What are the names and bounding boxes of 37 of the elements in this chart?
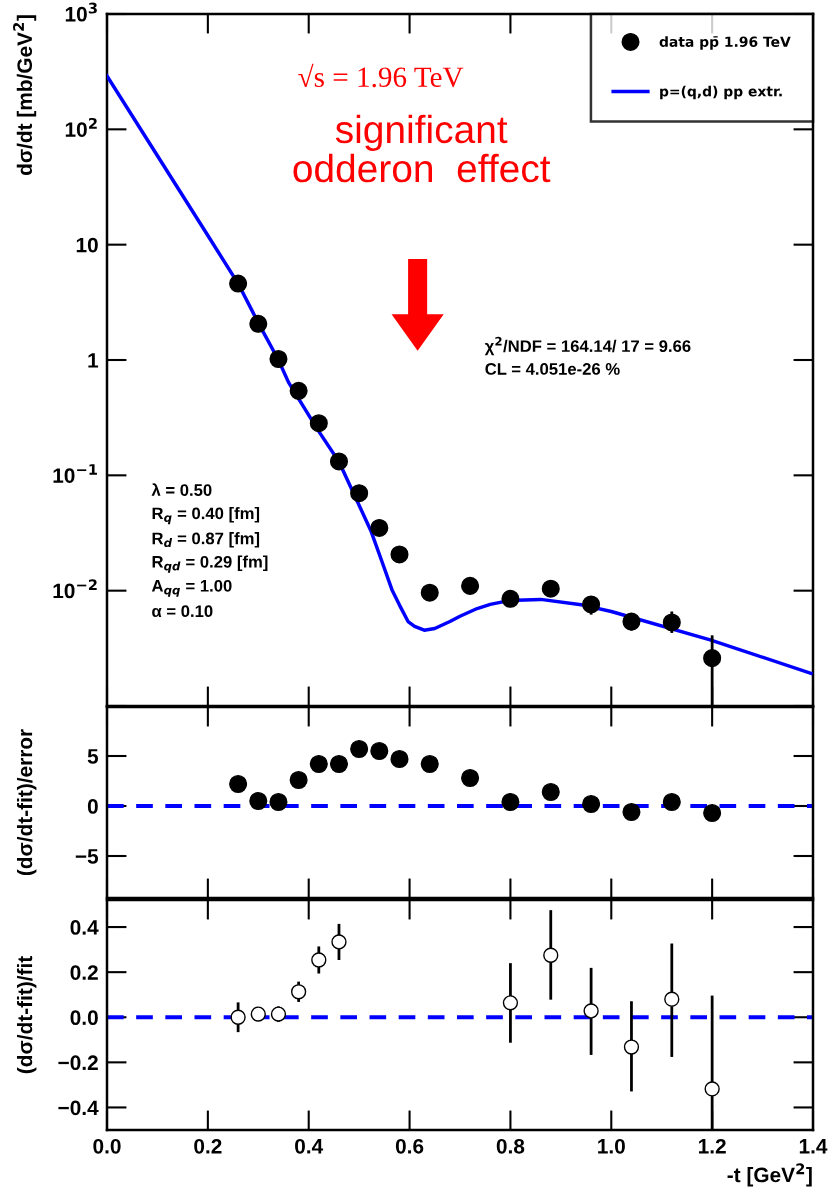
y-tick-label: −0.2 [58, 1055, 98, 1071]
annotation: α = 0.10 [152, 605, 213, 618]
annotation: χ$^{2}$/NDF = 164.14/ 17 = 9.66 [484, 336, 691, 356]
y-tick-label: 10$^{−1}$ [53, 464, 97, 483]
x-tick-label: 1.0 [598, 1138, 625, 1154]
y-tick-label: 1 [88, 353, 99, 368]
annotation: R$_{d}$ = 0.87 [fm] [152, 532, 260, 548]
y-axis-title: (dσ/dt-fit)/fit [16, 956, 37, 1074]
x-tick-label: 1.4 [799, 1139, 828, 1154]
x-tick-label: 0.4 [295, 1138, 324, 1154]
x-tick-label: 0.8 [496, 1138, 525, 1154]
annotation: CL = 4.051e-26 % [485, 363, 620, 375]
y-tick-label: 0.0 [70, 1010, 98, 1026]
y-tick-label: 10$^{3}$ [65, 2, 97, 22]
y-tick-label: 10$^{2}$ [65, 117, 97, 137]
y-tick-label: −0.4 [58, 1100, 99, 1116]
legend-label: data pp̄ 1.96 TeV [659, 36, 791, 50]
x-tick-label: 1.2 [698, 1138, 726, 1154]
y-tick-label: 5 [87, 749, 99, 764]
y-axis-title: (dσ/dt-fit)/error [16, 729, 37, 876]
x-tick-label: 0.2 [194, 1138, 222, 1154]
y-tick-label: 10$^{−2}$ [53, 579, 97, 599]
y-axis-title: dσ/dt [mb/GeV$^{2}$] [13, 15, 37, 176]
annotation: √s = 1.96 TeV [298, 63, 464, 88]
y-tick-label: 10 [76, 237, 98, 253]
y-tick-label: −5 [75, 849, 99, 864]
annotation: R$_{q}$ = 0.40 [fm] [152, 507, 260, 525]
annotation: A$_{qq}$ = 1.00 [151, 579, 232, 597]
y-tick-label: 0.4 [70, 920, 99, 935]
annotation: λ = 0.50 [151, 483, 212, 496]
legend-label: p=(q,d) pp extr. [660, 85, 782, 100]
y-tick-label: 0 [87, 799, 98, 814]
annotation: R$_{qd}$ = 0.29 [fm] [152, 555, 268, 573]
y-tick-label: 0.2 [70, 965, 98, 980]
x-axis-title: -t [GeV$^{2}$] [727, 1163, 812, 1187]
x-tick-label: 0.6 [395, 1138, 424, 1154]
annotation: significant odderon effect [293, 114, 551, 183]
